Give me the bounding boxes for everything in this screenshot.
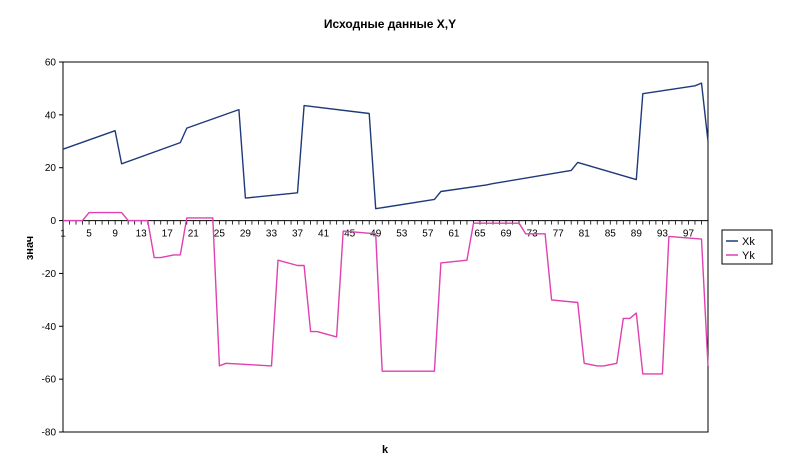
x-tick-label: 89	[631, 229, 643, 240]
plot-area	[62, 61, 709, 433]
y-tick-label: 40	[45, 110, 57, 121]
y-tick-label: 20	[45, 163, 57, 174]
y-axis-title: знач	[24, 236, 36, 260]
y-tick-label: 60	[45, 58, 57, 69]
x-axis: 1 5 9 13 17 21 25 29 33 37 41 45 49 53 57 61 65 69 73 77 81 8…	[60, 220, 709, 240]
x-tick-label: 37	[292, 229, 304, 240]
x-tick-label: 29	[240, 229, 252, 240]
x-tick-label: 17	[162, 229, 174, 240]
x-tick-label: 1	[60, 229, 66, 240]
x-tick-label: 13	[136, 229, 148, 240]
series-line-yk	[63, 211, 709, 375]
y-tick-label: 0	[50, 216, 56, 227]
series-line-xk	[62, 82, 709, 210]
series-layer	[62, 82, 709, 375]
x-tick-label: 5	[86, 229, 92, 240]
y-axis: 60 40 20 0 -20 -40 -60 -80	[42, 58, 63, 439]
x-tick-label: 97	[683, 229, 695, 240]
legend-box	[721, 229, 773, 265]
x-tick-label: 85	[605, 229, 617, 240]
x-tick-label: 61	[448, 229, 460, 240]
x-tick-label: 25	[214, 229, 226, 240]
x-tick-label: 45	[344, 229, 356, 240]
x-tick-label: 53	[396, 229, 408, 240]
x-tick-label: 69	[500, 229, 512, 240]
y-tick-label: -80	[42, 428, 57, 439]
chart-title: Исходные данные X,Y	[324, 17, 456, 31]
legend-label: Xk	[742, 236, 755, 248]
y-tick-label: -60	[42, 375, 57, 386]
x-tick-label: 41	[318, 229, 330, 240]
x-tick-label: 81	[579, 229, 591, 240]
x-tick-label: 93	[657, 229, 669, 240]
y-tick-label: -20	[42, 269, 57, 280]
x-tick-label: 21	[188, 229, 200, 240]
x-tick-label: 33	[266, 229, 278, 240]
legend-label: Yk	[742, 250, 755, 262]
x-tick-label: 65	[474, 229, 486, 240]
x-tick-label: 9	[112, 229, 118, 240]
x-axis-title: k	[382, 444, 389, 456]
y-tick-label: -40	[42, 322, 57, 333]
x-tick-label: 57	[422, 229, 434, 240]
legend: Xk Yk	[721, 229, 773, 265]
x-tick-label: 77	[553, 229, 565, 240]
